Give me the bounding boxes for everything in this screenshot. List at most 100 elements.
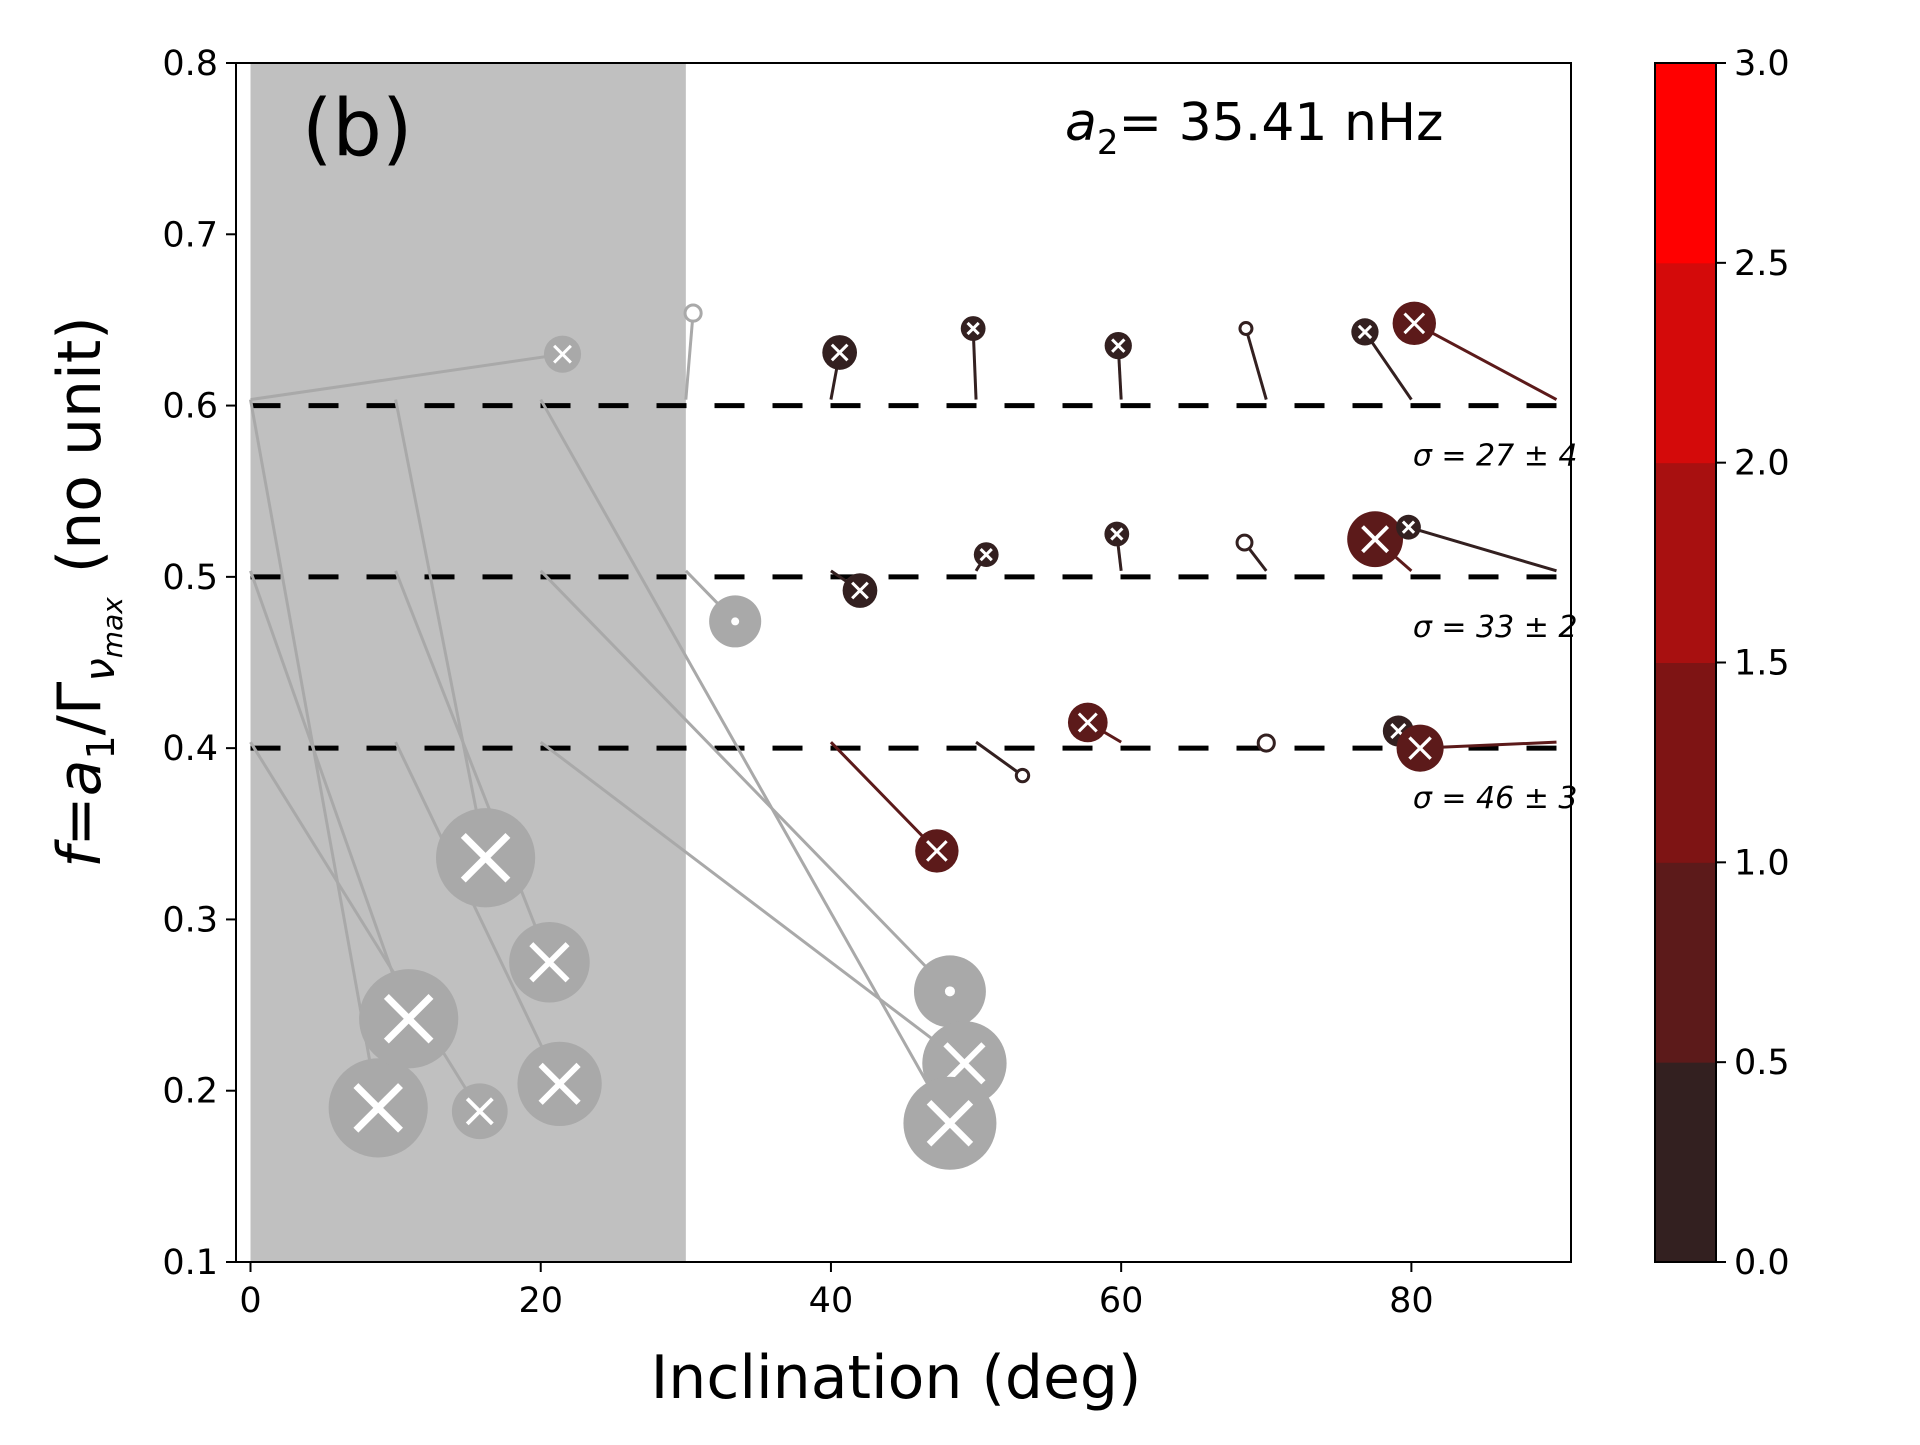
point-cross	[538, 1062, 581, 1105]
point-cross	[1357, 324, 1373, 340]
point-circle	[1014, 767, 1031, 784]
ylabel-nu: ν	[75, 658, 124, 681]
point-cross	[926, 840, 948, 862]
point-circle	[1238, 320, 1254, 336]
data-point	[1351, 318, 1379, 346]
ylabel-slash: /Γ	[45, 681, 115, 735]
offset-line	[1244, 328, 1268, 400]
x-tick-label: 20	[518, 1281, 563, 1321]
data-point	[1347, 511, 1404, 568]
data-point	[973, 542, 999, 567]
data-point	[328, 1058, 428, 1158]
point-cross	[926, 1100, 974, 1147]
y-axis: 0.1 0.2 0.3 0.4 0.5 0.6 0.7 0.8	[162, 44, 236, 1283]
point-dot	[944, 986, 955, 997]
colorbar: 0.0 0.5 1.0 1.5 2.0 2.5 3.0	[1654, 44, 1790, 1283]
point-cross	[383, 993, 434, 1044]
sigma-labels: σ = 27 ± 4 σ = 33 ± 2 σ = 46 ± 3	[1413, 439, 1578, 817]
y-tick-label: 0.2	[162, 1072, 218, 1112]
colorbar-tick-label: 2.5	[1734, 244, 1790, 284]
panel-label: (b)	[302, 84, 412, 174]
point-dot	[731, 617, 740, 626]
data-point	[1396, 514, 1421, 540]
offset-line	[1363, 331, 1413, 401]
offset-line	[684, 312, 695, 400]
a2-symbol: a	[1065, 93, 1097, 153]
offset-line	[1413, 322, 1558, 401]
data-point	[435, 808, 536, 908]
data-point	[359, 969, 459, 1069]
ylabel-eq: =	[45, 796, 115, 846]
offset-line	[975, 740, 1024, 777]
x-axis: 0 20 40 60 80	[239, 1262, 1434, 1321]
colorbar-tick-label: 1.5	[1734, 644, 1790, 684]
offset-line	[394, 741, 561, 1085]
plot-frame	[235, 62, 1572, 1263]
y-axis-label: f=a1/Γνmax(no unit)	[45, 316, 129, 867]
point-cross	[1390, 722, 1407, 740]
point-cross	[553, 344, 572, 364]
data-point	[1238, 320, 1254, 336]
colorbar-tick-label: 1.0	[1734, 843, 1790, 883]
point-circle	[1256, 733, 1276, 753]
offset-line	[539, 398, 952, 1124]
point-circle	[683, 303, 703, 323]
point-cross	[1401, 520, 1416, 534]
offset-line	[394, 570, 551, 963]
data-point	[543, 335, 582, 373]
a2-value: = 35.41 nHz	[1119, 93, 1444, 153]
a2-subscript: 2	[1097, 123, 1119, 163]
colorbar-segment	[1655, 462, 1716, 663]
data-point	[1104, 521, 1130, 547]
data-point	[509, 921, 590, 1003]
x-tick-label: 0	[239, 1281, 261, 1321]
point-cross	[465, 1097, 494, 1126]
colorbar-tick-label: 3.0	[1734, 44, 1790, 84]
colorbar-segment	[1655, 63, 1716, 264]
offset-line	[1408, 525, 1557, 573]
sigma-label: σ = 27 ± 4	[1413, 439, 1578, 474]
y-tick-label: 0.6	[162, 387, 218, 427]
data-point	[960, 316, 986, 341]
offset-line	[250, 352, 563, 402]
data-point	[709, 595, 762, 648]
point-cross	[851, 581, 869, 600]
data-point	[683, 303, 703, 323]
point-cross	[979, 547, 993, 562]
x-tick-label: 80	[1389, 1281, 1434, 1321]
offset-lines	[249, 312, 1558, 1124]
offset-line	[539, 569, 952, 993]
colorbar-segment	[1655, 862, 1716, 1063]
sigma-label: σ = 46 ± 3	[1413, 781, 1578, 816]
data-point	[822, 335, 858, 370]
point-cross	[353, 1083, 403, 1133]
data-point	[1392, 301, 1436, 346]
colorbar-tick-label: 0.5	[1734, 1043, 1790, 1083]
offset-line	[394, 399, 488, 859]
data-point	[1256, 733, 1276, 753]
x-axis-label: Inclination (deg)	[651, 1343, 1142, 1413]
point-cross	[1408, 736, 1432, 760]
y-tick-label: 0.7	[162, 215, 218, 255]
colorbar-tick-label: 2.0	[1734, 444, 1790, 484]
data-point	[1067, 702, 1108, 743]
y-tick-label: 0.3	[162, 900, 218, 940]
point-cross	[1111, 338, 1126, 353]
point-cross	[460, 832, 511, 883]
data-point	[517, 1041, 602, 1127]
data-point	[915, 829, 959, 873]
ylabel-a: a	[45, 760, 115, 797]
point-cross	[1361, 525, 1390, 554]
point-circle	[1235, 533, 1254, 552]
data-point	[1396, 724, 1444, 772]
colorbar-segment	[1655, 1062, 1716, 1263]
point-cross	[1110, 527, 1124, 541]
point-cross	[1403, 312, 1426, 335]
data-markers	[328, 301, 1444, 1170]
ylabel-unit: (no unit)	[45, 316, 115, 573]
offset-line	[249, 570, 411, 1020]
point-cross	[1077, 712, 1098, 733]
x-tick-label: 60	[1099, 1281, 1144, 1321]
data-point	[1104, 331, 1132, 360]
